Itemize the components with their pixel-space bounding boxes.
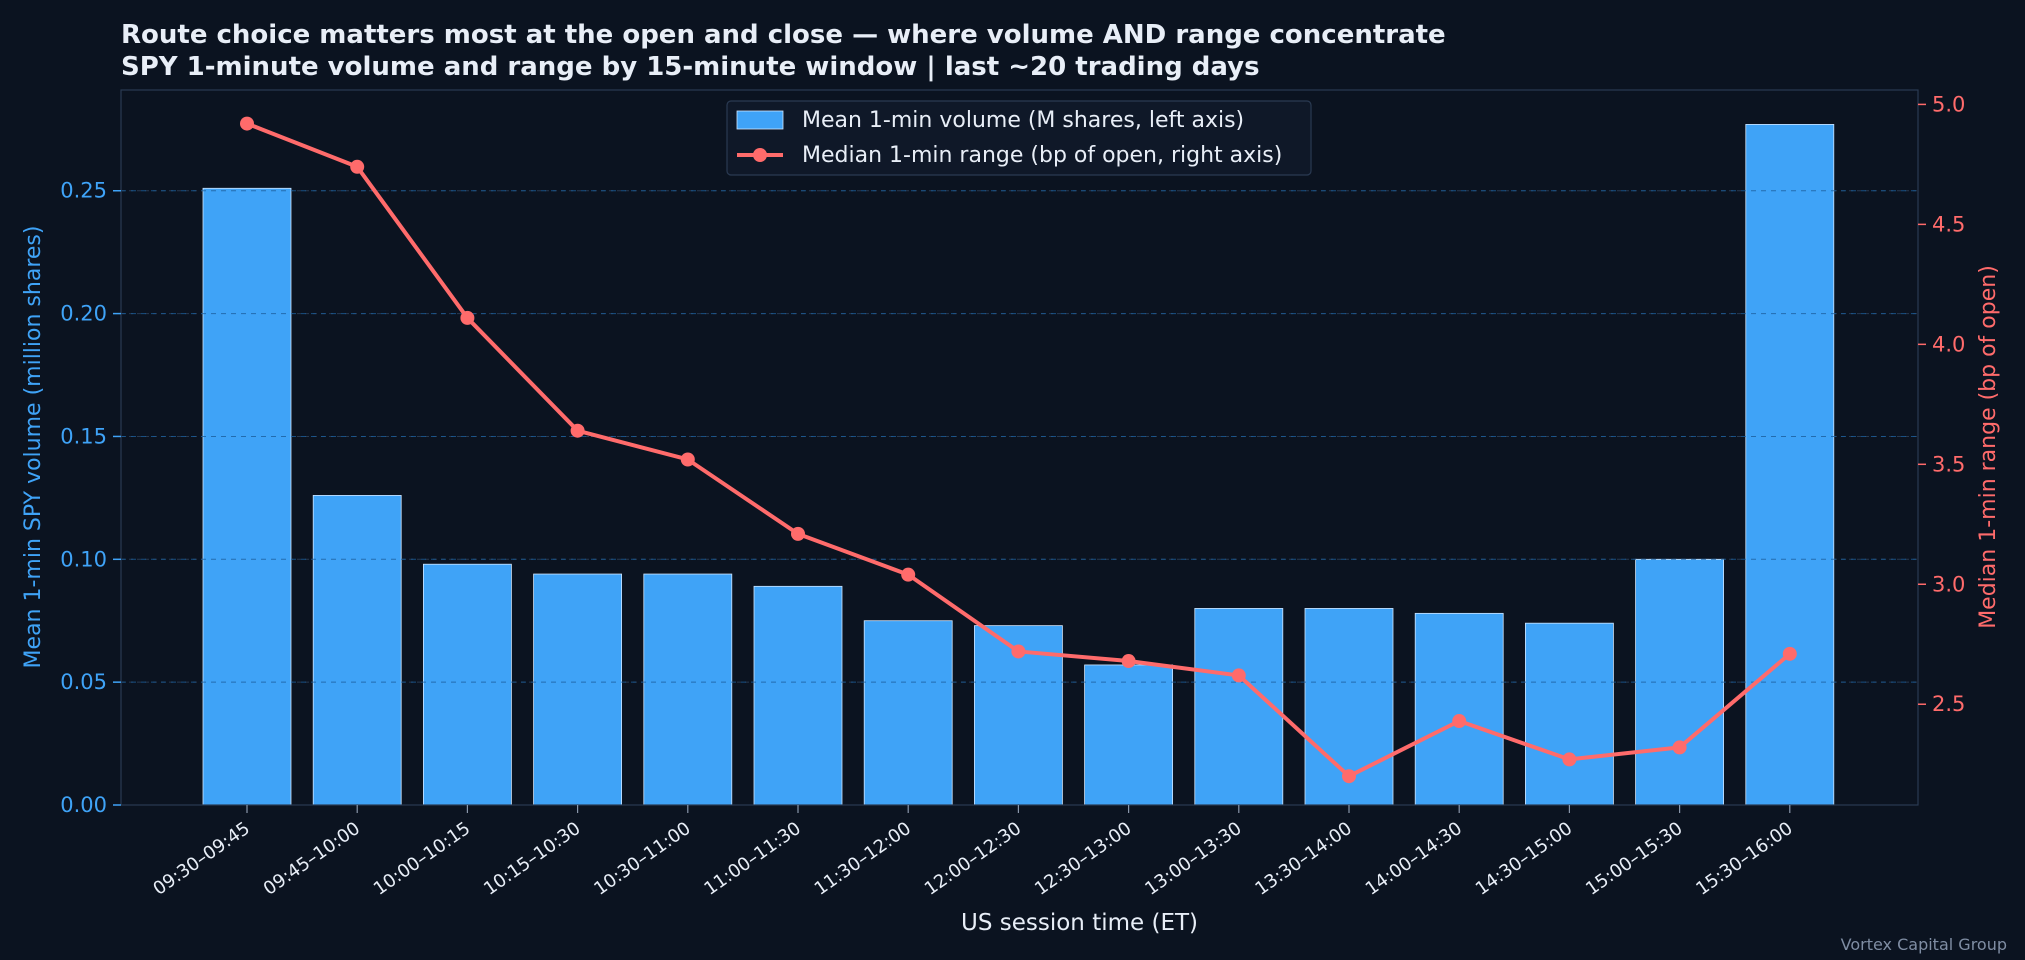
range-point [1011,644,1026,659]
right-axis-label: Median 1-min range (bp of open) [1976,265,2001,629]
legend: Mean 1-min volume (M shares, left axis) M… [726,100,1312,176]
volume-bar [1414,612,1504,806]
legend-range-label: Median 1-min range (bp of open, right ax… [802,143,1282,168]
volume-bar [312,495,402,806]
legend-volume-label: Mean 1-min volume (M shares, left axis) [802,108,1244,133]
right-tick-label: 3.0 [1932,572,1965,596]
range-point [1452,714,1467,729]
x-tick-label: 09:45–10:00 [260,818,364,900]
x-tick-label: 12:30–13:00 [1031,818,1135,900]
range-point [680,452,695,467]
volume-bars [121,123,1918,806]
range-point [460,310,475,325]
right-tick-label: 4.5 [1932,212,1965,236]
volume-bar [1635,558,1724,806]
x-tick-label: 10:30–11:00 [590,818,694,900]
legend-bar-swatch [736,110,784,130]
x-tick-label: 09:30–09:45 [149,818,253,900]
x-tick-label: 11:00–11:30 [700,818,804,900]
right-tick-label: 2.5 [1932,692,1965,716]
x-tick-label: 15:00–15:30 [1582,818,1686,900]
x-tick-label: 13:00–13:30 [1141,818,1245,900]
x-tick-label: 10:00–10:15 [370,818,474,900]
range-point [1231,668,1246,683]
x-tick-label: 13:30–14:00 [1251,818,1355,900]
range-point [570,423,585,438]
range-point [1121,654,1136,669]
chart-subtitle: SPY 1-minute volume and range by 15-minu… [121,52,1260,82]
x-tick-label: 14:00–14:30 [1362,818,1466,900]
range-point [1342,769,1356,784]
legend-box [726,100,1312,176]
range-line [240,116,1797,784]
x-tick-label: 15:30–16:00 [1692,818,1796,900]
range-point [240,116,254,131]
volume-bar [202,187,292,806]
volume-bar [863,620,953,806]
left-tick-label: 0.20 [60,302,107,326]
range-point [1562,752,1577,767]
range-point [1672,740,1687,755]
volume-bar [643,573,733,806]
left-tick-label: 0.05 [60,670,107,694]
range-point [901,567,916,582]
x-tick-label: 11:30–12:00 [811,818,915,900]
right-tick-label: 3.5 [1932,452,1965,476]
volume-bar [1194,608,1284,806]
left-tick-label: 0.00 [60,793,107,817]
range-point [1782,646,1797,661]
chart-title: Route choice matters most at the open an… [121,20,1446,50]
watermark: Vortex Capital Group [1840,935,2007,954]
range-point [791,526,805,541]
left-axis-label: Mean 1-min SPY volume (million shares) [21,226,46,669]
left-tick-label: 0.10 [60,547,107,571]
volume-bar [753,585,843,806]
x-axis-label: US session time (ET) [961,910,1198,936]
volume-bar [1745,123,1835,806]
left-tick-label: 0.15 [60,424,107,448]
volume-bar [422,563,512,806]
right-tick-label: 5.0 [1932,92,1965,116]
plot-frame [120,89,1919,806]
legend-line-marker [753,148,767,162]
volume-bar [533,573,622,806]
left-tick-label: 0.25 [60,179,107,203]
volume-bar [1525,622,1614,806]
range-point [350,159,365,174]
x-tick-label: 14:30–15:00 [1472,818,1576,900]
right-tick-label: 4.0 [1932,332,1965,356]
x-tick-label: 12:00–12:30 [921,818,1025,900]
volume-bar [1084,664,1173,806]
x-tick-label: 10:15–10:30 [480,818,584,900]
